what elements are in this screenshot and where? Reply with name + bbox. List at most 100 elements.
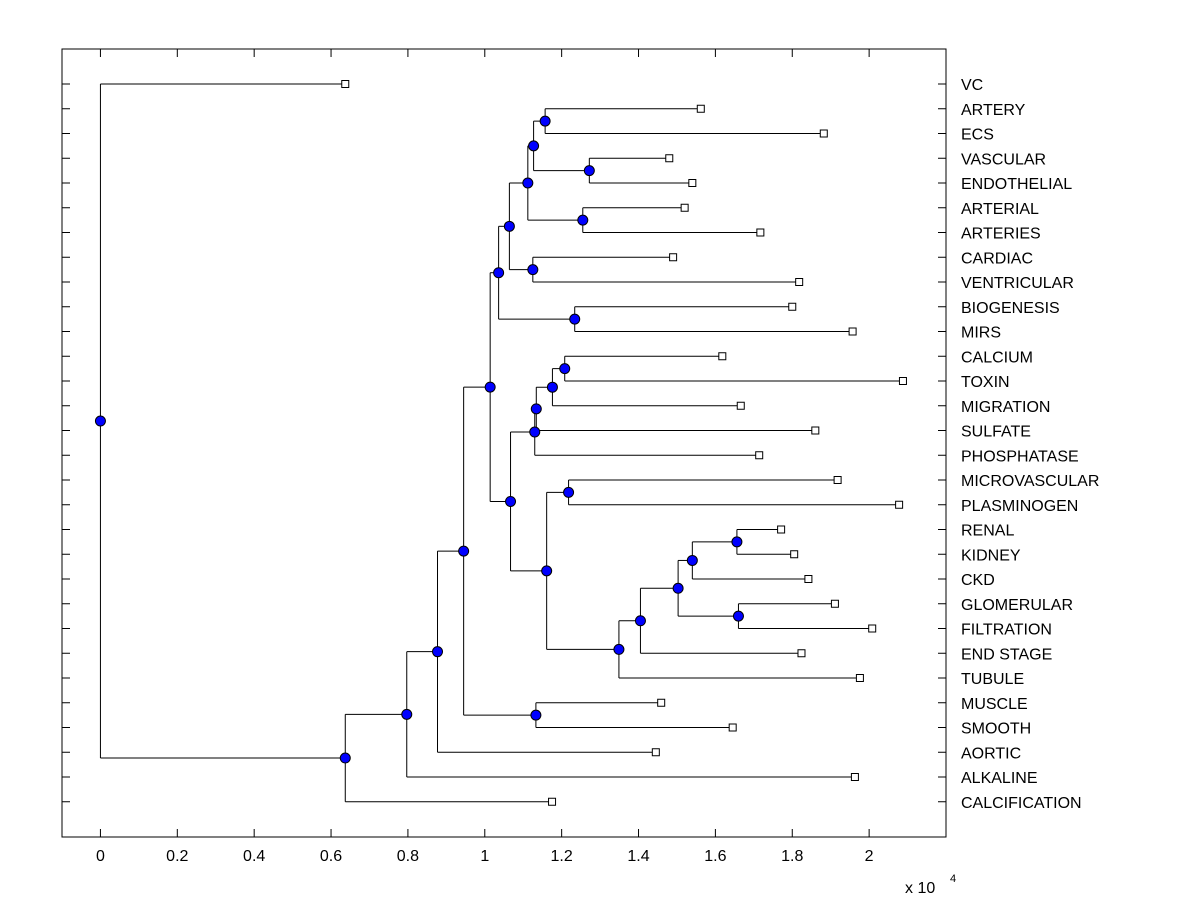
leaf-label: AORTIC	[961, 745, 1021, 762]
leaf-marker	[804, 575, 813, 583]
leaf-label: VENTRICULAR	[961, 275, 1074, 292]
leaf-label: TUBULE	[961, 671, 1024, 688]
merge-node	[458, 545, 470, 557]
leaf-label: BIOGENESIS	[961, 300, 1060, 317]
leaf-marker	[665, 154, 674, 163]
leaf-marker	[688, 179, 697, 187]
leaf-marker	[898, 377, 907, 385]
merge-node	[539, 115, 551, 127]
merge-node	[493, 267, 505, 279]
leaf-label: RENAL	[961, 523, 1014, 540]
leaf-label: PLASMINOGEN	[961, 498, 1078, 515]
x-tick-label: 1	[480, 848, 489, 865]
x-scale-label: x 10	[905, 880, 935, 897]
leaf-label: PHOSPHATASE	[961, 448, 1079, 465]
leaf-marker	[868, 624, 877, 633]
leaf-label: KIDNEY	[961, 547, 1021, 564]
x-axis: 0 0.2 0.4 0.6 0.8 1 1.2 1.4 1.6 1.8 2	[96, 49, 874, 865]
merge-node	[529, 426, 541, 438]
plot-area	[61, 48, 947, 838]
merge-node	[527, 264, 539, 276]
leaf-marker	[790, 550, 799, 559]
merge-node	[484, 381, 496, 393]
x-tick-label: 2	[865, 848, 874, 865]
x-tick-label: 1.2	[551, 848, 573, 865]
x-tick-label: 1.8	[781, 848, 803, 865]
merge-node	[583, 165, 595, 177]
leaf-label: END STAGE	[961, 646, 1052, 663]
leaf-label: CALCIUM	[961, 349, 1033, 366]
leaf-label: MUSCLE	[961, 696, 1028, 713]
merge-node	[503, 220, 515, 232]
merge-node	[672, 582, 684, 594]
merge-node	[577, 214, 589, 226]
leaf-marker	[756, 228, 765, 237]
leaf-label: ARTERIES	[961, 226, 1041, 243]
leaf-marker	[833, 476, 842, 484]
leaf-label: CALCIFICATION	[961, 795, 1082, 812]
leaf-label: ENDOTHELIAL	[961, 176, 1072, 193]
x-tick-label: 1.4	[627, 848, 649, 865]
merge-node	[94, 415, 106, 427]
leaf-label: ALKALINE	[961, 770, 1037, 787]
leaf-label: MIGRATION	[961, 399, 1050, 416]
x-tick-label: 0.8	[397, 848, 419, 865]
merge-node	[401, 708, 413, 720]
merge-node	[339, 752, 351, 764]
merge-node	[686, 554, 698, 566]
leaf-marker	[755, 451, 764, 460]
leaf-marker	[728, 723, 737, 732]
leaf-marker	[718, 352, 727, 361]
merge-node	[634, 615, 646, 627]
dendrogram-nodes	[94, 115, 744, 764]
leaf-marker	[811, 426, 820, 435]
leaf-marker	[830, 599, 839, 608]
leaf-marker	[651, 748, 660, 757]
leaf-marker	[895, 500, 904, 509]
leaf-marker	[797, 649, 806, 658]
merge-node	[559, 363, 571, 375]
merge-node	[731, 536, 743, 548]
leaf-marker	[850, 773, 859, 781]
x-tick-label: 0.2	[166, 848, 188, 865]
leaf-label: SULFATE	[961, 424, 1031, 441]
leaf-marker	[848, 327, 857, 336]
leaf-label: ARTERY	[961, 102, 1026, 119]
leaf-label: TOXIN	[961, 374, 1010, 391]
leaf-label: ECS	[961, 127, 994, 144]
dendrogram-leaves	[341, 80, 907, 806]
merge-node	[613, 643, 625, 655]
merge-node	[522, 177, 534, 189]
leaf-label: VC	[961, 77, 983, 94]
merge-node	[546, 381, 558, 393]
leaf-marker	[819, 129, 828, 138]
merge-node	[528, 140, 540, 152]
merge-node	[732, 610, 744, 622]
merge-node	[432, 646, 444, 658]
leaf-marker	[736, 401, 745, 410]
leaf-marker	[788, 302, 797, 311]
leaf-marker	[657, 698, 666, 707]
merge-node	[541, 565, 553, 577]
x-tick-label: 0.4	[243, 848, 265, 865]
leaf-marker	[680, 203, 689, 212]
leaf-marker	[795, 278, 804, 286]
x-tick-label: 1.6	[704, 848, 726, 865]
merge-node	[505, 495, 517, 507]
leaf-marker	[696, 104, 705, 113]
leaf-marker	[341, 80, 350, 88]
leaf-label: FILTRATION	[961, 622, 1052, 639]
leaf-label: VASCULAR	[961, 151, 1046, 168]
merge-node	[563, 486, 575, 498]
leaf-marker	[548, 797, 557, 806]
leaf-label: CKD	[961, 572, 995, 589]
leaf-marker	[855, 674, 864, 682]
leaf-label: ARTERIAL	[961, 201, 1039, 218]
merge-node	[569, 313, 581, 325]
x-scale-exponent: 4	[950, 873, 956, 885]
merge-node	[530, 403, 542, 415]
merge-node	[530, 709, 542, 721]
x-tick-label: 0.6	[320, 848, 342, 865]
leaf-labels: VC ARTERY ECS VASCULAR ENDOTHELIAL ARTERIAL AR…	[961, 77, 1099, 812]
